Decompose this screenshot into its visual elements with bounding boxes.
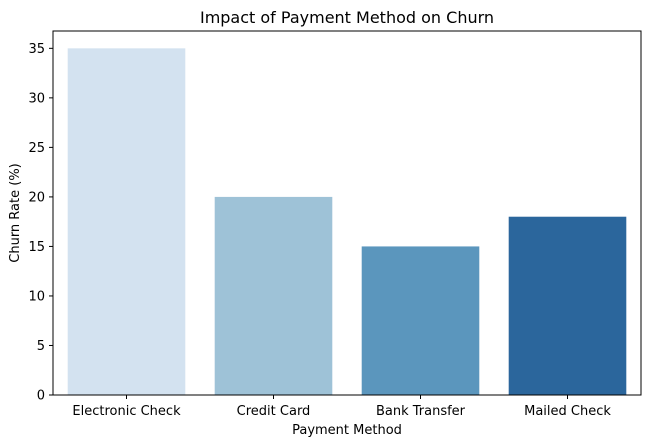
x-tick-label: Electronic Check <box>72 404 181 419</box>
y-tick-label: 15 <box>28 240 45 255</box>
x-tick-label: Credit Card <box>237 404 311 419</box>
axes-frame <box>52 30 642 396</box>
y-tick-label: 5 <box>37 339 45 354</box>
y-axis-label: Churn Rate (%) <box>8 163 23 262</box>
bar-credit-card <box>214 196 333 395</box>
y-tick-label: 30 <box>28 91 45 106</box>
bar-bank-transfer <box>361 246 480 395</box>
y-tick-label: 25 <box>28 141 45 156</box>
chart-title: Impact of Payment Method on Churn <box>200 8 494 27</box>
y-tick-label: 35 <box>28 42 45 57</box>
y-tick-label: 0 <box>37 389 45 404</box>
bar-mailed-check <box>508 216 627 395</box>
y-tick-label: 20 <box>28 190 45 205</box>
x-tick-label: Mailed Check <box>524 404 611 419</box>
y-tick-label: 10 <box>28 289 45 304</box>
plot-area: 0 5 10 15 20 25 30 35 Electronic Check Credit Car… <box>28 30 642 419</box>
x-tick-label: Bank Transfer <box>376 404 466 419</box>
bar-electronic-check <box>67 48 186 395</box>
x-axis-label: Payment Method <box>292 423 402 438</box>
